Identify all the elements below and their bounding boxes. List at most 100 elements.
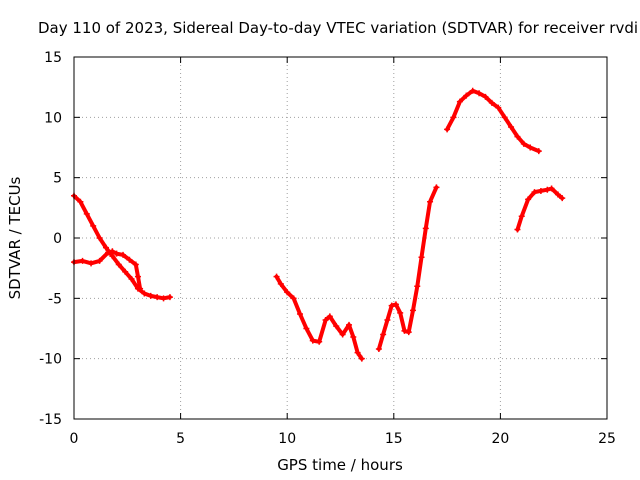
data-point: [141, 290, 148, 297]
data-point: [154, 294, 161, 301]
x-axis-label: GPS time / hours: [277, 456, 403, 474]
data-point: [401, 327, 408, 334]
data-point: [120, 251, 127, 258]
y-tick-label: 5: [53, 171, 62, 187]
data-point: [444, 126, 451, 133]
data-point: [380, 331, 387, 338]
data-point: [427, 198, 434, 205]
data-point: [514, 226, 521, 233]
data-point: [531, 189, 538, 196]
data-point: [105, 249, 112, 256]
data-point: [126, 256, 133, 263]
data-point: [388, 302, 395, 309]
data-point: [375, 346, 382, 353]
data-point: [102, 244, 109, 251]
x-tick-label: 5: [176, 431, 185, 447]
data-point: [514, 133, 521, 140]
data-point: [273, 273, 280, 280]
data-point: [128, 276, 135, 283]
tick-layer: 0 5 10 15 20 25 -15 -10 -5 0 5 10 15: [39, 50, 616, 447]
data-point: [284, 289, 291, 296]
data-point: [559, 195, 566, 202]
data-point: [316, 338, 323, 345]
series-segment-1a: [71, 192, 173, 302]
data-point: [134, 273, 141, 280]
data-point: [482, 93, 489, 100]
data-point: [418, 254, 425, 261]
y-tick-label: 0: [53, 231, 62, 247]
data-point: [309, 337, 316, 344]
data-point: [488, 99, 495, 106]
series-line: [72, 193, 172, 301]
x-tick-label: 10: [278, 431, 296, 447]
x-tick-label: 25: [598, 431, 616, 447]
data-point: [354, 349, 361, 356]
x-tick-label: 0: [70, 431, 79, 447]
data-point: [96, 257, 103, 264]
data-point: [525, 196, 532, 203]
data-point: [115, 261, 122, 268]
data-point: [384, 317, 391, 324]
plot-frame: [73, 56, 608, 420]
data-point: [113, 250, 120, 257]
y-tick-label: 10: [44, 110, 62, 126]
data-point: [535, 148, 542, 155]
data-point: [333, 323, 340, 330]
data-point: [160, 295, 167, 302]
series-segment-2: [273, 273, 365, 362]
x-tick-label: 15: [385, 431, 403, 447]
y-tick-label: -15: [39, 412, 62, 428]
series-line: [445, 88, 541, 154]
data-point: [77, 198, 84, 205]
data-point: [277, 280, 284, 287]
data-point: [147, 292, 154, 299]
data-point: [469, 87, 476, 94]
data-point: [96, 235, 103, 241]
chart-title: Day 110 of 2023, Sidereal Day-to-day VTE…: [38, 19, 638, 37]
data-point: [409, 307, 416, 314]
data-point: [450, 114, 457, 121]
data-point: [527, 144, 534, 151]
y-axis-label: SDTVAR / TECUs: [6, 176, 24, 299]
data-point: [339, 331, 346, 338]
data-point: [122, 268, 129, 275]
data-point: [83, 210, 90, 217]
data-point: [79, 257, 86, 264]
data-point: [554, 191, 561, 198]
data-point: [137, 285, 144, 292]
data-point: [520, 140, 527, 147]
data-point: [422, 225, 429, 232]
series-segment-1b: [71, 248, 144, 292]
data-point: [166, 294, 173, 301]
data-point: [350, 333, 357, 340]
x-tick-label: 20: [491, 431, 509, 447]
data-point: [109, 248, 116, 255]
data-point: [132, 261, 139, 268]
data-point: [303, 325, 310, 332]
data-point: [456, 98, 463, 105]
series-line: [72, 249, 143, 291]
data-point: [518, 213, 525, 220]
data-point: [88, 260, 95, 267]
series-layer: [71, 87, 566, 362]
data-point: [290, 295, 297, 302]
series-segment-5: [514, 185, 566, 233]
data-point: [296, 311, 303, 318]
series-line: [376, 185, 439, 351]
data-point: [548, 185, 555, 192]
data-point: [476, 90, 483, 97]
series-line: [274, 274, 364, 361]
data-point: [397, 309, 404, 316]
data-point: [322, 317, 329, 324]
data-point: [537, 187, 544, 194]
data-point: [358, 355, 365, 362]
data-point: [346, 321, 353, 328]
series-segment-3: [375, 184, 440, 353]
data-point: [501, 114, 508, 121]
data-point: [433, 184, 440, 191]
data-point: [508, 123, 515, 130]
data-point: [544, 186, 551, 193]
grid: [74, 57, 607, 419]
data-point: [392, 301, 399, 308]
